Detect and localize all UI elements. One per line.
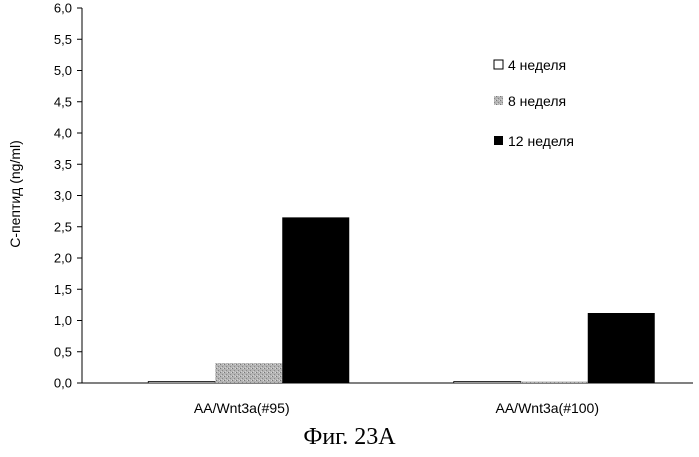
- legend-label: 12 неделя: [508, 133, 574, 149]
- bar-1-1: [148, 382, 215, 384]
- category-labels: AA/Wnt3a(#95) AA/Wnt3a(#100): [194, 400, 599, 416]
- y-tick-label: 1,0: [54, 313, 72, 328]
- y-tick-label: 5,0: [54, 63, 72, 78]
- y-axis-ticks: 0,0 0,5 1,0 1,5 2,0 2,5 3,0 3,5 4,0 4,5 5,0 5,5 6,0: [54, 1, 82, 391]
- legend-swatch: [494, 96, 503, 105]
- figure-caption: Фиг. 23A: [0, 424, 699, 451]
- category-label: AA/Wnt3a(#95): [194, 400, 290, 416]
- bars: [148, 217, 655, 383]
- y-tick-label: 0,0: [54, 376, 72, 391]
- legend-swatch: [494, 136, 503, 145]
- y-tick-label: 2,0: [54, 251, 72, 266]
- legend: 4 неделя 8 неделя 12 неделя: [494, 57, 574, 149]
- bar-2-3: [588, 313, 655, 383]
- y-tick-label: 3,5: [54, 157, 72, 172]
- y-tick-label: 4,0: [54, 126, 72, 141]
- bar-1-3: [282, 217, 349, 383]
- bar-2-2: [521, 382, 588, 384]
- y-tick-label: 3,0: [54, 188, 72, 203]
- y-tick-label: 2,5: [54, 219, 72, 234]
- y-tick-label: 4,5: [54, 94, 72, 109]
- bar-1-2: [215, 363, 282, 383]
- legend-swatch: [494, 60, 503, 69]
- category-label: AA/Wnt3a(#100): [496, 400, 600, 416]
- y-tick-label: 0,5: [54, 344, 72, 359]
- y-tick-label: 5,5: [54, 32, 72, 47]
- y-axis-label: C-пептид (ng/ml): [7, 140, 23, 248]
- y-tick-label: 6,0: [54, 1, 72, 16]
- y-tick-label: 1,5: [54, 282, 72, 297]
- legend-label: 4 неделя: [508, 57, 566, 73]
- bar-chart: C-пептид (ng/ml) 0,0 0,5 1,0 1,5 2,0 2,5 3,0 3,…: [0, 0, 699, 420]
- legend-label: 8 неделя: [508, 93, 566, 109]
- bar-2-1: [454, 382, 521, 384]
